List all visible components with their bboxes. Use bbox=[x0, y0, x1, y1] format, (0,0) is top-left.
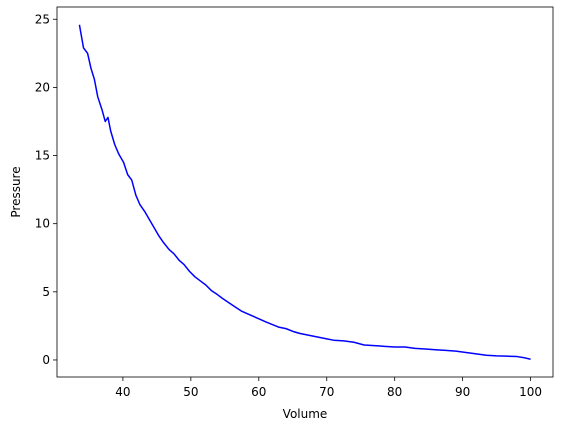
y-tick-label: 0 bbox=[42, 353, 50, 367]
y-axis-label: Pressure bbox=[9, 166, 23, 217]
x-tick-label: 70 bbox=[319, 385, 334, 399]
plot-frame bbox=[56, 6, 554, 378]
x-axis-label: Volume bbox=[283, 407, 328, 421]
x-tick-label: 100 bbox=[519, 385, 542, 399]
y-tick-label: 15 bbox=[35, 149, 50, 163]
x-tick-label: 80 bbox=[387, 385, 402, 399]
x-tick-label: 60 bbox=[251, 385, 266, 399]
plot-area bbox=[57, 7, 553, 377]
y-tick-label: 10 bbox=[35, 217, 50, 231]
x-axis: 40 50 60 70 80 90 100 bbox=[115, 377, 542, 399]
y-tick-label: 5 bbox=[42, 285, 50, 299]
x-tick-label: 90 bbox=[455, 385, 470, 399]
series-layer bbox=[78, 24, 531, 361]
x-tick-label: 40 bbox=[115, 385, 130, 399]
y-tick-label: 20 bbox=[35, 80, 50, 94]
y-axis: 0 5 10 15 20 25 bbox=[35, 12, 57, 367]
x-tick-label: 50 bbox=[183, 385, 198, 399]
y-tick-label: 25 bbox=[35, 12, 50, 26]
series-line-0 bbox=[78, 24, 531, 361]
